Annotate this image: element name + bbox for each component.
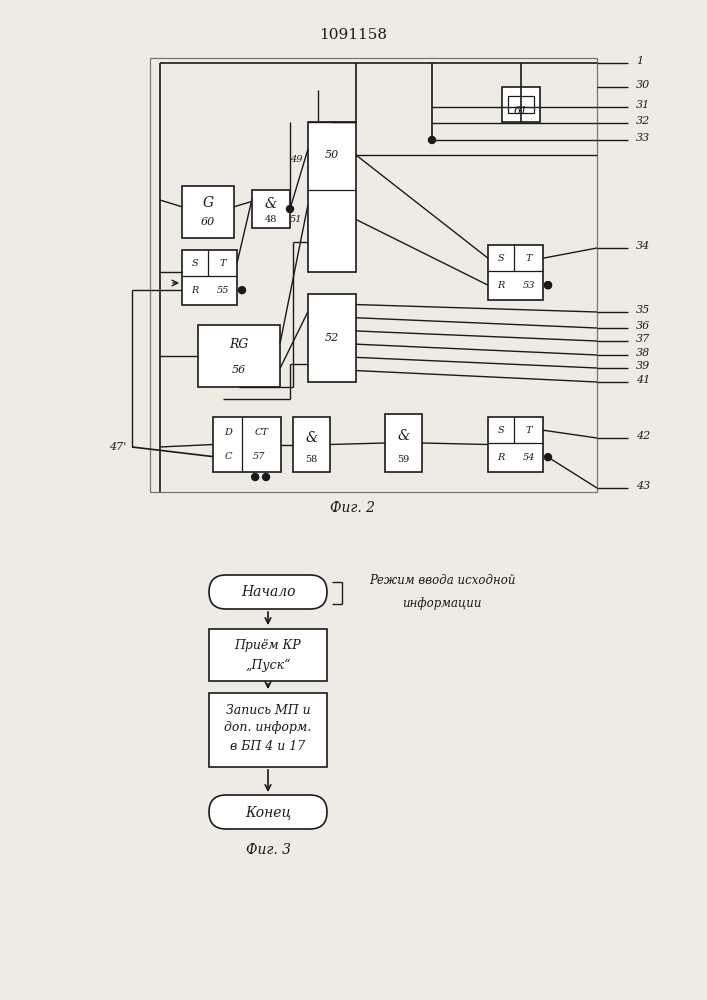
Bar	[508, 96, 534, 113]
Text: 34: 34	[636, 241, 650, 251]
Text: Начало: Начало	[241, 585, 296, 599]
Text: 31: 31	[636, 100, 650, 110]
Text: 43: 43	[636, 481, 650, 491]
Text: 42: 42	[636, 431, 650, 441]
Text: 30: 30	[636, 80, 650, 90]
Text: 36: 36	[636, 321, 650, 331]
Text: 50: 50	[325, 150, 339, 160]
Text: доп. информ.: доп. информ.	[224, 722, 312, 734]
Text: информации: информации	[402, 596, 481, 609]
Text: CT: CT	[255, 428, 268, 437]
Text: „Пуск“: „Пуск“	[245, 658, 291, 672]
Text: RG: RG	[229, 338, 249, 351]
Text: T: T	[525, 426, 532, 435]
Text: Приём КР: Приём КР	[235, 639, 301, 652]
Text: R: R	[498, 453, 505, 462]
Circle shape	[428, 136, 436, 143]
Text: 51: 51	[290, 215, 303, 224]
Text: 41: 41	[636, 375, 650, 385]
Bar	[502, 87, 540, 122]
Text: 49: 49	[290, 155, 303, 164]
Bar	[182, 186, 234, 238]
Text: 59: 59	[397, 455, 409, 464]
Text: T: T	[219, 259, 226, 268]
Text: D: D	[224, 428, 232, 437]
Text: 54: 54	[522, 453, 535, 462]
Bar	[385, 414, 422, 472]
Bar	[308, 294, 356, 382]
Text: G: G	[202, 196, 214, 210]
Text: R: R	[498, 281, 505, 290]
Text: 39: 39	[636, 361, 650, 371]
Text: Фиг. 3: Фиг. 3	[245, 843, 291, 857]
Text: S: S	[498, 254, 505, 263]
Circle shape	[238, 287, 245, 294]
Bar	[252, 190, 290, 228]
Text: 33: 33	[636, 133, 650, 143]
Text: C: C	[224, 452, 232, 461]
Bar	[209, 693, 327, 767]
Circle shape	[544, 454, 551, 461]
Text: 57: 57	[253, 452, 266, 461]
Text: 1: 1	[636, 56, 643, 66]
Text: S: S	[498, 426, 505, 435]
Text: 47': 47'	[109, 442, 126, 452]
FancyBboxPatch shape	[209, 795, 327, 829]
Text: 60: 60	[201, 217, 215, 227]
Text: 1091158: 1091158	[319, 28, 387, 42]
Circle shape	[544, 282, 551, 289]
Text: 48: 48	[265, 215, 277, 224]
Text: &: &	[265, 197, 277, 211]
Text: S: S	[192, 259, 199, 268]
Text: 38: 38	[636, 348, 650, 358]
Text: 32: 32	[636, 116, 650, 126]
Bar	[293, 417, 330, 472]
Bar	[213, 417, 281, 472]
Text: 35: 35	[636, 305, 650, 315]
Text: 37: 37	[636, 334, 650, 344]
Text: R: R	[192, 286, 199, 295]
Bar	[150, 58, 597, 492]
Text: &: &	[397, 429, 409, 443]
Bar	[488, 245, 543, 300]
Text: 52: 52	[325, 333, 339, 343]
Text: T: T	[525, 254, 532, 263]
Text: Режим ввода исходной: Режим ввода исходной	[369, 574, 515, 587]
Text: в БП 4 и 17: в БП 4 и 17	[230, 740, 305, 752]
Bar	[182, 250, 237, 305]
Text: 53: 53	[522, 281, 535, 290]
Text: Конец: Конец	[245, 805, 291, 819]
Bar	[198, 325, 280, 387]
Circle shape	[544, 282, 551, 289]
Bar	[209, 629, 327, 681]
FancyBboxPatch shape	[209, 575, 327, 609]
Bar	[488, 417, 543, 472]
Text: 61: 61	[514, 106, 528, 116]
Circle shape	[286, 206, 293, 213]
Text: 56: 56	[232, 365, 246, 375]
Text: &: &	[305, 431, 317, 445]
Text: Запись МП и: Запись МП и	[226, 704, 310, 716]
Bar	[308, 122, 356, 272]
Circle shape	[252, 474, 259, 481]
Circle shape	[262, 474, 269, 481]
Text: 58: 58	[305, 455, 317, 464]
Text: 55: 55	[216, 286, 229, 295]
Text: Фиг. 2: Фиг. 2	[330, 501, 375, 515]
